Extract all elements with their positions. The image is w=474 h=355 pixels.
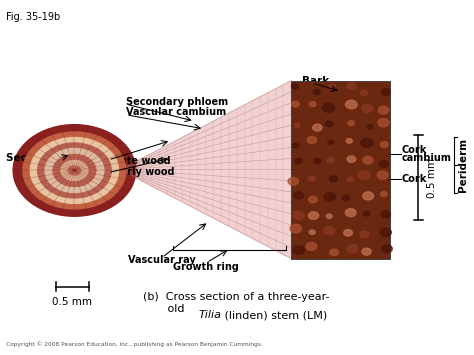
Circle shape [348, 121, 355, 126]
Circle shape [306, 242, 317, 250]
Circle shape [345, 209, 356, 217]
Circle shape [294, 192, 303, 199]
Circle shape [361, 138, 373, 147]
Text: Late wood: Late wood [114, 155, 170, 165]
Circle shape [309, 196, 317, 203]
Text: Secondary phloem: Secondary phloem [126, 97, 228, 107]
Circle shape [381, 192, 387, 197]
Circle shape [362, 104, 373, 113]
Circle shape [313, 89, 320, 94]
Circle shape [364, 211, 370, 216]
Circle shape [328, 140, 334, 144]
Circle shape [309, 212, 319, 219]
Circle shape [292, 84, 299, 89]
Circle shape [314, 158, 321, 164]
Circle shape [45, 148, 104, 192]
Circle shape [294, 123, 300, 128]
Text: Vascular cambium: Vascular cambium [126, 107, 227, 118]
Text: cambium: cambium [402, 153, 452, 163]
Circle shape [327, 158, 334, 163]
Circle shape [347, 83, 356, 89]
Circle shape [347, 177, 354, 182]
Circle shape [313, 124, 322, 131]
Circle shape [380, 228, 392, 236]
Circle shape [288, 178, 299, 185]
Circle shape [53, 154, 96, 186]
Circle shape [363, 156, 373, 164]
Circle shape [382, 89, 390, 95]
Text: Fig. 35-19b: Fig. 35-19b [6, 12, 60, 22]
Circle shape [324, 226, 335, 235]
Circle shape [362, 248, 371, 255]
Circle shape [68, 166, 81, 175]
Circle shape [367, 125, 373, 129]
Circle shape [347, 245, 358, 253]
Text: Copyright © 2008 Pearson Education, Inc., publishing as Pearson Benjamin Cumming: Copyright © 2008 Pearson Education, Inc.… [6, 342, 263, 347]
Circle shape [30, 137, 118, 203]
Circle shape [61, 160, 88, 181]
Circle shape [292, 101, 299, 107]
Polygon shape [120, 81, 291, 258]
Circle shape [378, 119, 389, 127]
Text: Periderm: Periderm [457, 138, 467, 192]
Circle shape [346, 100, 357, 109]
Circle shape [309, 102, 316, 107]
Circle shape [307, 136, 317, 143]
Circle shape [37, 143, 111, 198]
Circle shape [330, 249, 338, 256]
Circle shape [329, 176, 337, 182]
Circle shape [325, 121, 333, 127]
Circle shape [380, 142, 388, 147]
FancyBboxPatch shape [291, 81, 390, 258]
Circle shape [23, 132, 126, 209]
Circle shape [290, 224, 301, 233]
Circle shape [361, 90, 368, 95]
Circle shape [377, 171, 388, 179]
Circle shape [292, 143, 299, 148]
Circle shape [360, 231, 369, 238]
Text: Cork: Cork [402, 174, 427, 184]
Text: (b)  Cross section of a three-year-
       old: (b) Cross section of a three-year- old [143, 292, 329, 313]
Circle shape [381, 211, 391, 218]
Circle shape [293, 211, 304, 220]
Text: Cork: Cork [402, 145, 427, 155]
Circle shape [309, 230, 315, 234]
Circle shape [346, 138, 352, 143]
Circle shape [13, 125, 136, 216]
Circle shape [324, 193, 336, 201]
Circle shape [363, 192, 374, 200]
Circle shape [293, 246, 305, 255]
Text: 0.5 mm: 0.5 mm [427, 158, 437, 197]
Text: Vascular ray: Vascular ray [128, 255, 195, 265]
Circle shape [358, 171, 370, 180]
Circle shape [382, 245, 392, 253]
Text: 0.5 mm: 0.5 mm [52, 296, 92, 307]
Circle shape [342, 195, 350, 201]
Circle shape [322, 103, 335, 112]
Text: Growth ring: Growth ring [173, 262, 239, 272]
Text: (linden) stem (LM): (linden) stem (LM) [220, 310, 327, 320]
Circle shape [295, 158, 302, 164]
Circle shape [344, 230, 353, 236]
Circle shape [379, 160, 388, 167]
Circle shape [378, 106, 389, 114]
Text: Bark: Bark [302, 76, 329, 86]
Circle shape [347, 156, 356, 162]
Circle shape [309, 176, 315, 181]
Circle shape [326, 214, 332, 218]
Text: Secondary xylem: Secondary xylem [6, 153, 107, 163]
Circle shape [329, 84, 336, 89]
Text: Early wood: Early wood [114, 167, 174, 177]
Text: Tilia: Tilia [198, 310, 221, 320]
